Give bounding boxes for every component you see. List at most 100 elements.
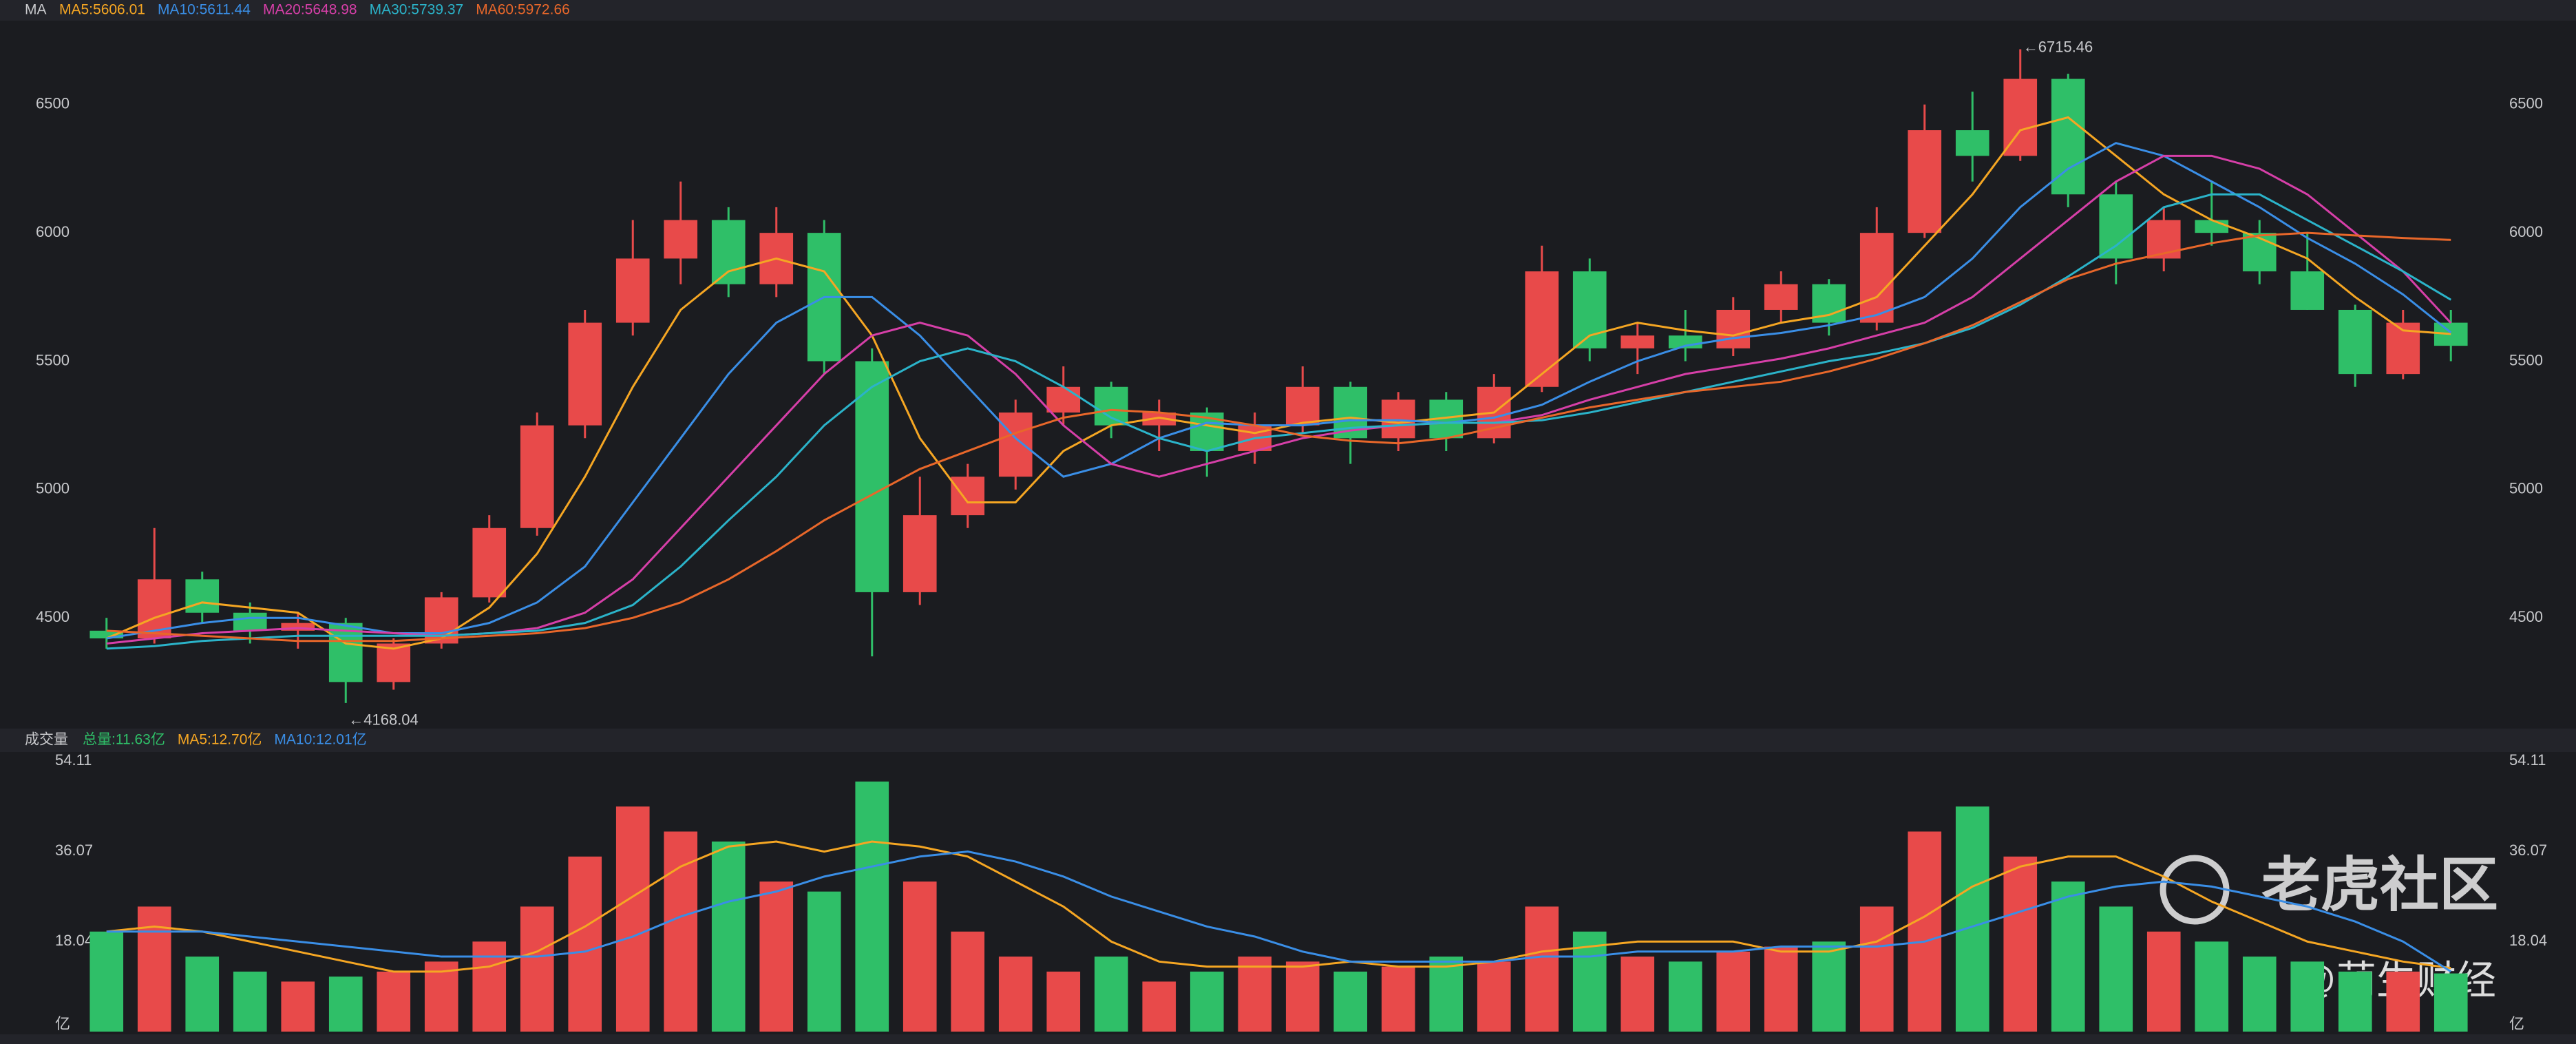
y2-tick-label: 5500	[2509, 351, 2543, 368]
ma-line	[106, 231, 2451, 643]
volume-bar	[424, 961, 458, 1032]
volume-bar	[1094, 957, 1128, 1032]
y2-tick-label: 5000	[2509, 480, 2543, 497]
candle-body	[520, 425, 554, 528]
candle-body	[2003, 79, 2038, 156]
candle-body	[1046, 386, 1081, 413]
volume-bar	[233, 971, 267, 1032]
candle-body	[1525, 271, 1559, 387]
header-bar	[0, 0, 2576, 21]
y-tick-label: 4500	[36, 608, 70, 625]
candle-body	[568, 322, 602, 426]
legend-entry: MA10:5611.44	[158, 2, 251, 18]
volume-bar	[281, 981, 315, 1032]
legend-entry: MA20:5648.98	[263, 2, 357, 18]
volume-bar	[1955, 806, 1989, 1032]
y-tick-label: 5000	[36, 480, 70, 497]
volume-bar	[568, 856, 602, 1032]
candle-body	[1716, 309, 1751, 348]
volume-bar	[759, 881, 794, 1032]
volume-tick-label: 54.11	[55, 751, 92, 769]
volume-bar	[1333, 971, 1368, 1032]
volume-bar	[89, 931, 124, 1032]
y-tick-label: 5500	[36, 351, 70, 368]
volume-bar	[664, 831, 698, 1032]
volume-bar	[711, 842, 746, 1032]
volume-bar	[1859, 906, 1894, 1032]
volume-bar	[1381, 966, 1415, 1032]
volume-bar	[1477, 961, 1511, 1032]
y2-tick-label: 4500	[2509, 608, 2543, 625]
volume-tick-label: 亿	[55, 1015, 70, 1032]
volume-legend-entry: MA5:12.70亿	[178, 732, 262, 748]
candle-body	[1285, 386, 1320, 426]
volume-title: 成交量	[25, 732, 68, 748]
volume-bar	[1764, 946, 1798, 1032]
volume-bar	[2195, 941, 2229, 1032]
legend-entry: MA60:5972.66	[476, 2, 570, 18]
annotation-low: ←4168.04	[348, 711, 419, 729]
y-tick-label: 6000	[36, 223, 70, 240]
candle-body	[2051, 79, 2085, 195]
volume-tick-label-right: 18.04	[2509, 932, 2547, 949]
volume-bar	[1525, 906, 1559, 1032]
volume-bar	[2386, 971, 2420, 1032]
ma-line	[106, 193, 2452, 650]
candle-body	[615, 258, 650, 323]
volume-tick-label-right: 36.07	[2509, 842, 2547, 859]
volume-bar	[902, 881, 937, 1032]
volume-tick-label: 18.04	[55, 932, 93, 949]
volume-bar	[377, 971, 411, 1032]
volume-bar	[1908, 831, 1942, 1032]
volume-header-bar	[0, 729, 2576, 752]
candle-body	[711, 220, 746, 284]
volume-bar	[1429, 957, 1464, 1032]
candle-body	[233, 612, 267, 631]
volume-bar	[2003, 856, 2038, 1032]
candle-body	[1955, 130, 1989, 156]
candle-body	[664, 220, 698, 259]
volume-bar	[1620, 957, 1655, 1032]
candle-body	[998, 413, 1033, 477]
candle-body	[2290, 271, 2325, 310]
volume-bar	[2338, 971, 2372, 1032]
volume-tick-label: 36.07	[55, 842, 93, 859]
y2-tick-label: 6500	[2509, 95, 2543, 112]
y-tick-label: 6500	[36, 95, 70, 112]
candle-body	[185, 579, 220, 613]
candle-body	[377, 643, 411, 682]
volume-bar	[2290, 961, 2325, 1032]
candle-body	[902, 515, 937, 592]
volume-bar	[137, 906, 171, 1032]
volume-bar	[1046, 971, 1081, 1032]
volume-bar	[998, 957, 1033, 1032]
volume-bar	[328, 977, 363, 1032]
volume-bar	[2434, 973, 2468, 1032]
candle-body	[2195, 220, 2229, 233]
legend-entry: MA30:5739.37	[370, 2, 464, 18]
volume-bar	[1668, 961, 1702, 1032]
volume-bar	[1190, 971, 1224, 1032]
candle-body	[1764, 284, 1798, 310]
watermark: 老虎社区	[2261, 853, 2498, 919]
legend-entry: MA5:5606.01	[59, 2, 145, 18]
watermark-icon	[2160, 855, 2230, 925]
candle-body	[281, 623, 315, 631]
candle-body	[89, 630, 124, 639]
candle-body	[1142, 413, 1176, 426]
volume-bar	[2146, 931, 2181, 1032]
candle-body	[1908, 130, 1942, 233]
candle-body	[951, 477, 985, 516]
candle-body	[1620, 335, 1655, 348]
volume-bar	[951, 931, 985, 1032]
y2-tick-label: 6000	[2509, 223, 2543, 240]
volume-bar	[1285, 961, 1320, 1032]
candle-body	[472, 528, 507, 598]
candle-body	[2338, 309, 2372, 375]
volume-bar	[1812, 941, 1846, 1032]
volume-tick-label-right: 54.11	[2509, 751, 2546, 769]
ma-line	[106, 116, 2451, 650]
volume-bar	[1716, 951, 1751, 1032]
candle-body	[1094, 386, 1128, 426]
